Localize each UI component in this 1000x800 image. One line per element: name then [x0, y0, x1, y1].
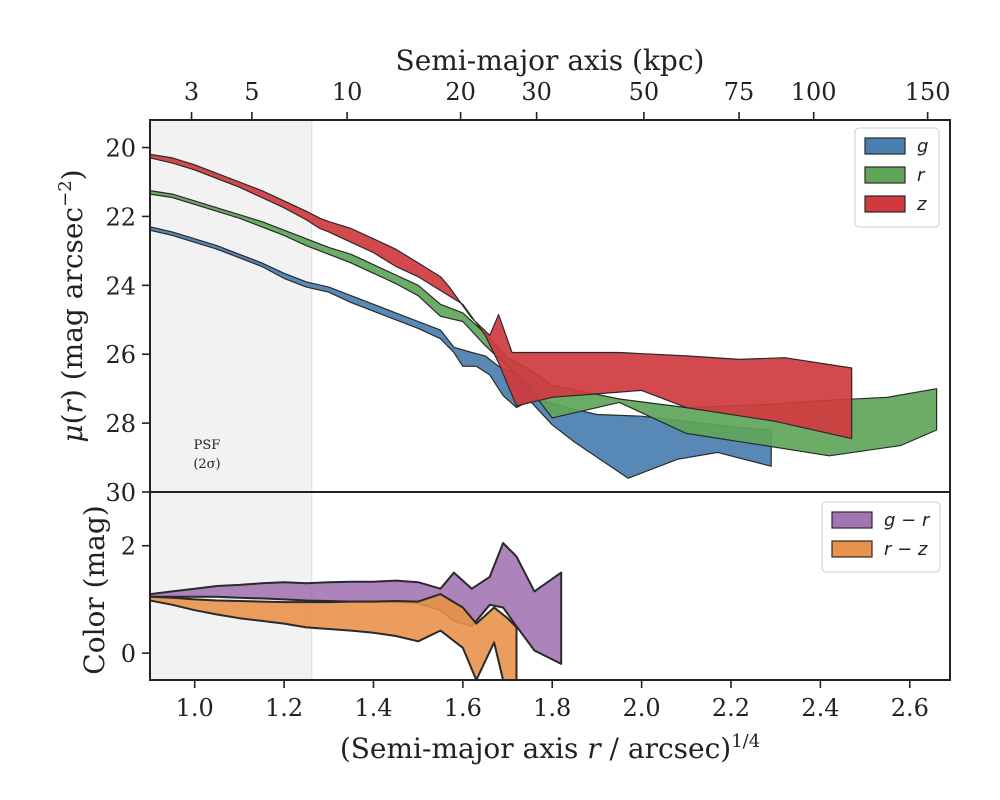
y-tick-label: 20 [105, 135, 136, 163]
y-axis-label-bottom: Color (mag) [78, 505, 111, 674]
top-tick-label: 50 [629, 78, 660, 106]
y-tick-label: 26 [105, 341, 136, 369]
top-axis-label: Semi-major axis (kpc) [396, 44, 705, 77]
top-tick-label: 20 [445, 78, 476, 106]
series-color-band-1 [150, 593, 518, 680]
x-axis-label: (Semi-major axis r / arcsec)1/4 [340, 731, 760, 765]
psf-sublabel: (2σ) [193, 457, 220, 472]
top-tick-label: 100 [791, 78, 837, 106]
series-layer [150, 153, 938, 680]
y-tick-label-color: 2 [121, 533, 136, 561]
y-tick-label: 30 [105, 479, 136, 507]
top-tick-label: 5 [244, 78, 259, 106]
legend-label-1: r − z [884, 539, 928, 560]
x-tick-label: 1.0 [176, 694, 214, 722]
bottom-series-group [150, 542, 563, 680]
legend-swatch-2 [864, 195, 906, 213]
series-color-band-0 [150, 542, 563, 665]
legend-swatch-0 [864, 137, 906, 155]
top-tick-label: 75 [724, 78, 755, 106]
y-tick-label: 22 [105, 203, 136, 231]
y-axis-label-top: μ(r) (mag arcsec−2) [55, 169, 89, 442]
series-r-band [150, 190, 938, 457]
x-tick-label: 1.6 [444, 694, 482, 722]
top-series-group [150, 153, 938, 479]
x-tick-label: 1.4 [354, 694, 392, 722]
series-g-band [150, 226, 772, 479]
legend-label-1: r [917, 165, 926, 186]
x-tick-label: 2.6 [891, 694, 929, 722]
legend-swatch-1 [864, 166, 906, 184]
series-z-band [150, 153, 853, 440]
top-tick-label: 30 [521, 78, 552, 106]
top-tick-label: 10 [332, 78, 363, 106]
legend-swatch-1 [831, 540, 873, 558]
x-tick-label: 1.8 [533, 694, 571, 722]
y-tick-label-color: 0 [121, 640, 136, 668]
psf-label: PSF [194, 438, 221, 453]
y-tick-label: 24 [105, 272, 136, 300]
x-tick-label: 2.0 [623, 694, 661, 722]
legend-label-0: g [917, 136, 928, 157]
x-tick-label: 2.4 [801, 694, 839, 722]
legend-top: grz [854, 127, 940, 228]
x-tick-label: 1.2 [265, 694, 303, 722]
x-tick-label: 2.2 [712, 694, 750, 722]
legend-swatch-0 [831, 511, 873, 529]
legend-label-0: g − r [884, 510, 931, 531]
legend-bottom: g − r r − z [821, 501, 941, 573]
top-tick-label: 3 [184, 78, 199, 106]
top-tick-label: 150 [905, 78, 951, 106]
legend-label-2: z [916, 194, 927, 215]
bottom-panel-frame [149, 491, 951, 681]
y-tick-label: 28 [105, 410, 136, 438]
